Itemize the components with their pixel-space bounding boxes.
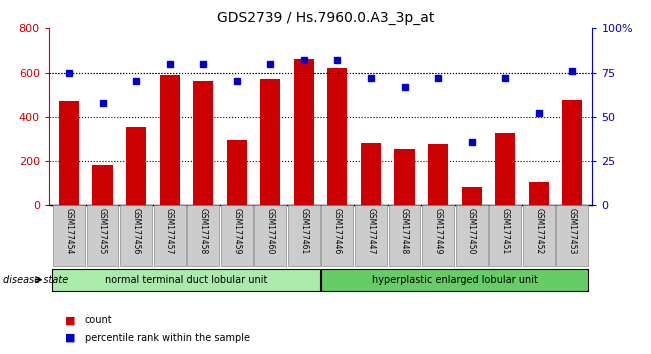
Bar xyxy=(361,143,381,205)
Bar xyxy=(327,68,348,205)
Text: disease state: disease state xyxy=(3,275,68,285)
Bar xyxy=(193,81,214,205)
Text: GSM177458: GSM177458 xyxy=(199,208,208,255)
Bar xyxy=(495,133,515,205)
FancyBboxPatch shape xyxy=(154,205,186,266)
Text: count: count xyxy=(85,315,112,325)
FancyBboxPatch shape xyxy=(523,205,555,266)
Text: percentile rank within the sample: percentile rank within the sample xyxy=(85,333,249,343)
Text: GSM177461: GSM177461 xyxy=(299,208,309,255)
Text: GDS2739 / Hs.7960.0.A3_3p_at: GDS2739 / Hs.7960.0.A3_3p_at xyxy=(217,11,434,25)
FancyBboxPatch shape xyxy=(322,205,353,266)
Text: GSM177451: GSM177451 xyxy=(501,208,510,255)
FancyBboxPatch shape xyxy=(221,205,253,266)
Bar xyxy=(126,127,146,205)
FancyBboxPatch shape xyxy=(322,268,589,291)
FancyBboxPatch shape xyxy=(490,205,521,266)
Bar xyxy=(159,75,180,205)
Text: GSM177454: GSM177454 xyxy=(64,208,74,255)
Text: GSM177446: GSM177446 xyxy=(333,208,342,255)
Text: GSM177452: GSM177452 xyxy=(534,208,543,255)
Bar xyxy=(462,187,482,205)
FancyBboxPatch shape xyxy=(456,205,488,266)
FancyBboxPatch shape xyxy=(53,205,85,266)
FancyBboxPatch shape xyxy=(120,205,152,266)
FancyBboxPatch shape xyxy=(389,205,421,266)
Text: GSM177449: GSM177449 xyxy=(434,208,443,255)
Text: GSM177457: GSM177457 xyxy=(165,208,174,255)
Bar xyxy=(59,101,79,205)
Text: GSM177459: GSM177459 xyxy=(232,208,242,255)
Text: GSM177460: GSM177460 xyxy=(266,208,275,255)
Bar xyxy=(294,59,314,205)
Bar xyxy=(92,166,113,205)
FancyBboxPatch shape xyxy=(288,205,320,266)
FancyBboxPatch shape xyxy=(355,205,387,266)
FancyBboxPatch shape xyxy=(52,268,320,291)
Text: normal terminal duct lobular unit: normal terminal duct lobular unit xyxy=(105,275,268,285)
Text: ■: ■ xyxy=(65,333,76,343)
Bar xyxy=(562,100,583,205)
Bar xyxy=(529,182,549,205)
FancyBboxPatch shape xyxy=(87,205,118,266)
Text: ■: ■ xyxy=(65,315,76,325)
Text: GSM177453: GSM177453 xyxy=(568,208,577,255)
Text: GSM177456: GSM177456 xyxy=(132,208,141,255)
Text: GSM177455: GSM177455 xyxy=(98,208,107,255)
FancyBboxPatch shape xyxy=(422,205,454,266)
Bar xyxy=(428,144,448,205)
Bar xyxy=(227,140,247,205)
FancyBboxPatch shape xyxy=(255,205,286,266)
Bar xyxy=(395,149,415,205)
FancyBboxPatch shape xyxy=(557,205,589,266)
Text: GSM177447: GSM177447 xyxy=(367,208,376,255)
Bar xyxy=(260,79,281,205)
Text: hyperplastic enlarged lobular unit: hyperplastic enlarged lobular unit xyxy=(372,275,538,285)
Text: GSM177448: GSM177448 xyxy=(400,208,409,255)
FancyBboxPatch shape xyxy=(187,205,219,266)
Text: GSM177450: GSM177450 xyxy=(467,208,476,255)
